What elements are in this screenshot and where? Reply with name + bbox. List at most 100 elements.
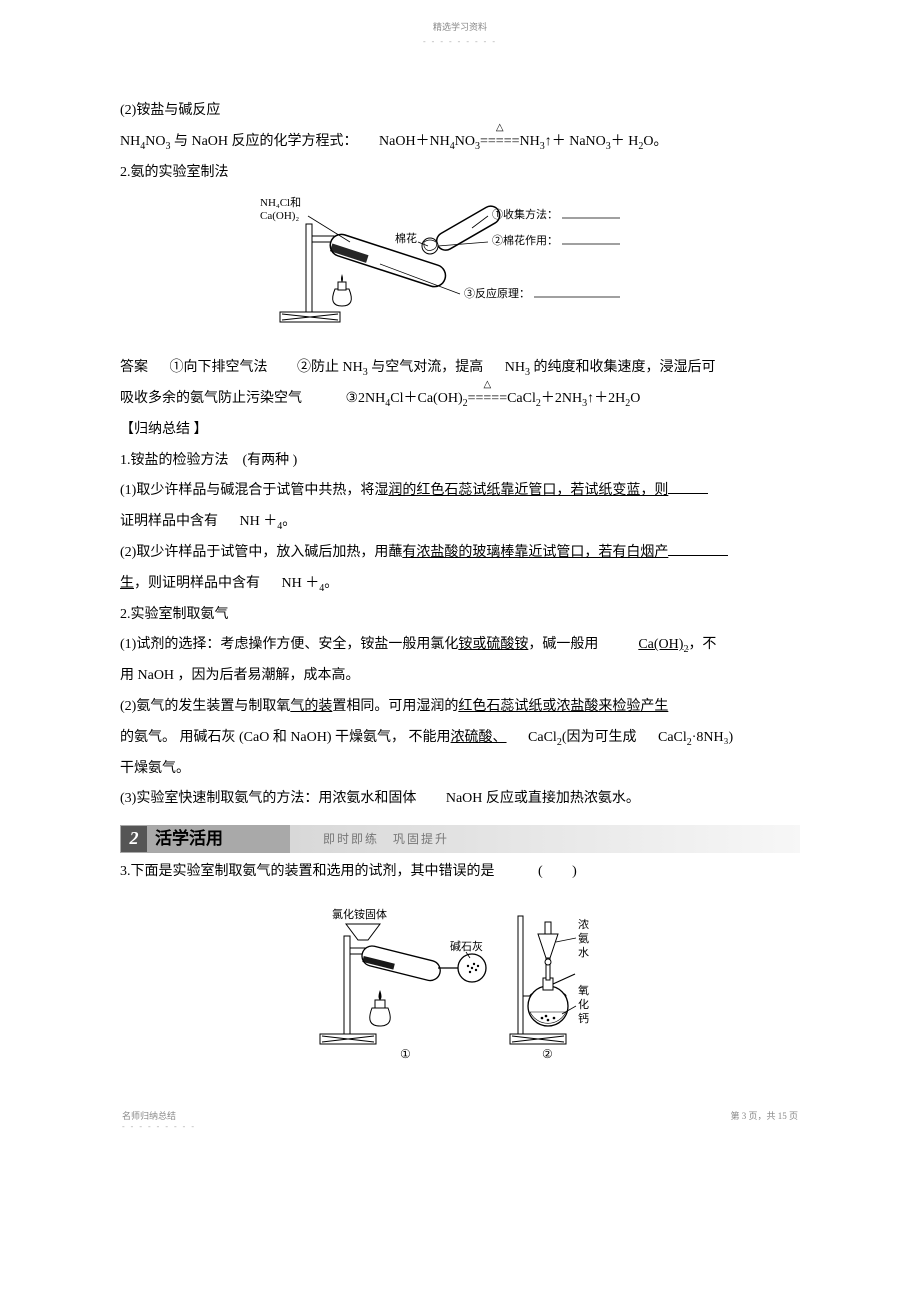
text: 有浓盐酸的玻璃棒靠近试管口，若有白烟产 [402,545,668,560]
para-answer-1: 答案 ①向下排空气法 ②防止 NH3 与空气对流，提高 NH3 的纯度和收集速度… [120,353,800,384]
para-summary-head: 【归纳总结 】 [120,415,800,446]
text: ，则证明样品中含有 [134,576,260,591]
svg-text:氯化铵固体: 氯化铵固体 [332,907,387,921]
text: CaCl [507,391,536,406]
text: ( [538,864,543,879]
svg-text:①收集方法：: ①收集方法： [492,207,558,221]
para-test-method: 1.铵盐的检验方法 (有两种 ) [120,446,800,477]
svg-text:③反应原理：: ③反应原理： [464,286,530,300]
para-question-3: 3.下面是实验室制取氨气的装置和选用的试剂，其中错误的是 ( ) [120,857,800,888]
svg-text:棉花: 棉花 [395,231,417,245]
text: NH ＋ [282,576,320,591]
para-method-1b: 证明样品中含有 NH ＋4。 [120,507,800,538]
footer-left-text: 名师归纳总结 [122,1109,196,1122]
svg-text:②棉花作用：: ②棉花作用： [492,233,558,247]
para-method-2: (2)取少许样品于试管中，放入碱后加热，用蘸有浓盐酸的玻璃棒靠近试管口，若有白烟… [120,538,800,569]
text: NH [505,360,525,375]
figure-1: NH₄Cl和 Ca(OH)₂ 棉花 ①收集方法： ②棉花作用： ③反应原理： [260,194,800,347]
text: ·8NH₃) [692,730,733,745]
header-mark: 精选学习资料 [120,20,800,33]
text: NO [455,134,475,149]
svg-text:水: 水 [578,946,589,959]
text: ＋ H [611,134,639,149]
text: ①向下排空气法 [170,360,268,375]
svg-text:②: ② [542,1047,553,1061]
svg-text:①: ① [400,1047,411,1061]
text: 浓硫酸、 [451,730,507,745]
text: ＋2NH [541,391,582,406]
para-apparatus: (2)氨气的发生装置与制取氧气的装置相同。可用湿润的红色石蕊试纸或浓盐酸来检验产… [120,692,800,723]
para-reagent-choice-b: 用 NaOH ，因为后者易潮解，成本高。 [120,661,800,692]
text: 与 NaOH 反应的化学方程式： [174,134,358,149]
footer-right: 第 3 页，共 15 页 [730,1109,798,1131]
para-apparatus-b: 的氨气。 用碱石灰 (CaO 和 NaOH) 干燥氨气， 不能用浓硫酸、 CaC… [120,723,800,754]
text: CaCl [658,730,687,745]
section-subtitle: 即时即练 巩固提升 [323,826,449,852]
footer-left: 名师归纳总结 - - - - - - - - - [122,1109,196,1131]
svg-text:氨: 氨 [578,932,589,945]
svg-text:钙: 钙 [578,1011,589,1025]
text: ③2NH [346,391,386,406]
section-number: 2 [121,826,147,852]
text: O [630,391,640,406]
text: 气的装 [290,699,332,714]
page: 精选学习资料 - - - - - - - - - (2)铵盐与碱反应 NH4NO… [0,0,920,1161]
text: 生 [120,576,134,591]
footer-left-dash: - - - - - - - - - [122,1122,196,1131]
para-apparatus-c: 干燥氨气。 [120,754,800,785]
text: ，碱一般用 [528,637,598,652]
text: 。 [324,576,338,591]
text: (3)实验室快速制取氨气的方法：用浓氨水和固体 [120,791,416,806]
text: ↑＋2H [587,391,625,406]
para-lab-nh3: 2.实验室制取氨气 [120,600,800,631]
text: 。 [282,514,296,529]
figure-2: 氯化铵固体 碱石灰 ① [120,896,800,1079]
text: CaCl [528,730,557,745]
text: NaOH＋NH [379,134,450,149]
text: 红色石蕊试纸或浓盐酸来检验产生 [458,699,668,714]
text: Ca(OH) [638,637,683,652]
text: 的纯度和收集速度，浸湿后可 [533,360,715,375]
para-lab-prep: 2.氨的实验室制法 [120,158,800,189]
text: (2)取少许样品于试管中，放入碱后加热，用蘸 [120,545,402,560]
para-ammonium-alkali: (2)铵盐与碱反应 [120,96,800,127]
text: (因为可生成 [562,730,637,745]
text: NH ＋ [240,514,278,529]
para-reagent-choice: (1)试剂的选择：考虑操作方便、安全，铵盐一般用氯化铵或硫酸铵，碱一般用 Ca(O… [120,630,800,661]
text: NH [520,134,540,149]
text: 吸收多余的氨气防止污染空气 [120,391,302,406]
text: ②防止 NH [297,360,363,375]
text: 3.下面是实验室制取氨气的装置和选用的试剂，其中错误的是 [120,864,495,879]
text: 润的红色石蕊试纸靠近管口，若试纸变蓝，则 [388,483,668,498]
para-equation-1: NH4NO3 与 NaOH 反应的化学方程式： NaOH＋NH4NO3△====… [120,127,800,158]
svg-text:氧: 氧 [578,983,589,997]
text: ，不 [688,637,716,652]
para-fast-method: (3)实验室快速制取氨气的方法：用浓氨水和固体 NaOH 反应或直接加热浓氨水。 [120,784,800,815]
text: 的氨气。 用碱石灰 (CaO 和 NaOH) 干燥氨气， 不能用 [120,730,451,745]
text: 与空气对流，提高 [371,360,483,375]
text: 铵或硫酸铵 [458,637,528,652]
svg-text:Ca(OH)₂: Ca(OH)₂ [260,210,299,222]
text: Cl＋Ca(OH) [390,391,462,406]
text: NH [120,134,140,149]
text: O。 [643,134,667,149]
text: 证明样品中含有 [120,514,218,529]
section-title: 活学活用 [155,820,223,857]
text: (1)取少许样品与碱混合于试管中共热，将湿 [120,483,388,498]
section-band: 2 活学活用 即时即练 巩固提升 [120,825,800,853]
svg-text:NH₄Cl和: NH₄Cl和 [260,196,301,209]
text: 置相同。可用湿润的 [332,699,458,714]
header-dash: - - - - - - - - - [120,37,800,46]
svg-text:化: 化 [578,997,589,1011]
text: (2)氨气的发生装置与制取氧 [120,699,290,714]
svg-text:浓: 浓 [578,918,589,931]
para-method-1: (1)取少许样品与碱混合于试管中共热，将湿润的红色石蕊试纸靠近管口，若试纸变蓝，… [120,476,800,507]
text: (1)试剂的选择：考虑操作方便、安全，铵盐一般用氯化 [120,637,458,652]
text: NO [145,134,165,149]
para-method-2b: 生，则证明样品中含有 NH ＋4。 [120,569,800,600]
text: ↑＋ NaNO [545,134,606,149]
footer: 名师归纳总结 - - - - - - - - - 第 3 页，共 15 页 [120,1109,800,1131]
para-answer-2: 吸收多余的氨气防止污染空气 ③2NH4Cl＋Ca(OH)2△=====CaCl2… [120,384,800,415]
svg-text:碱石灰: 碱石灰 [450,939,483,953]
text: ) [569,864,577,879]
